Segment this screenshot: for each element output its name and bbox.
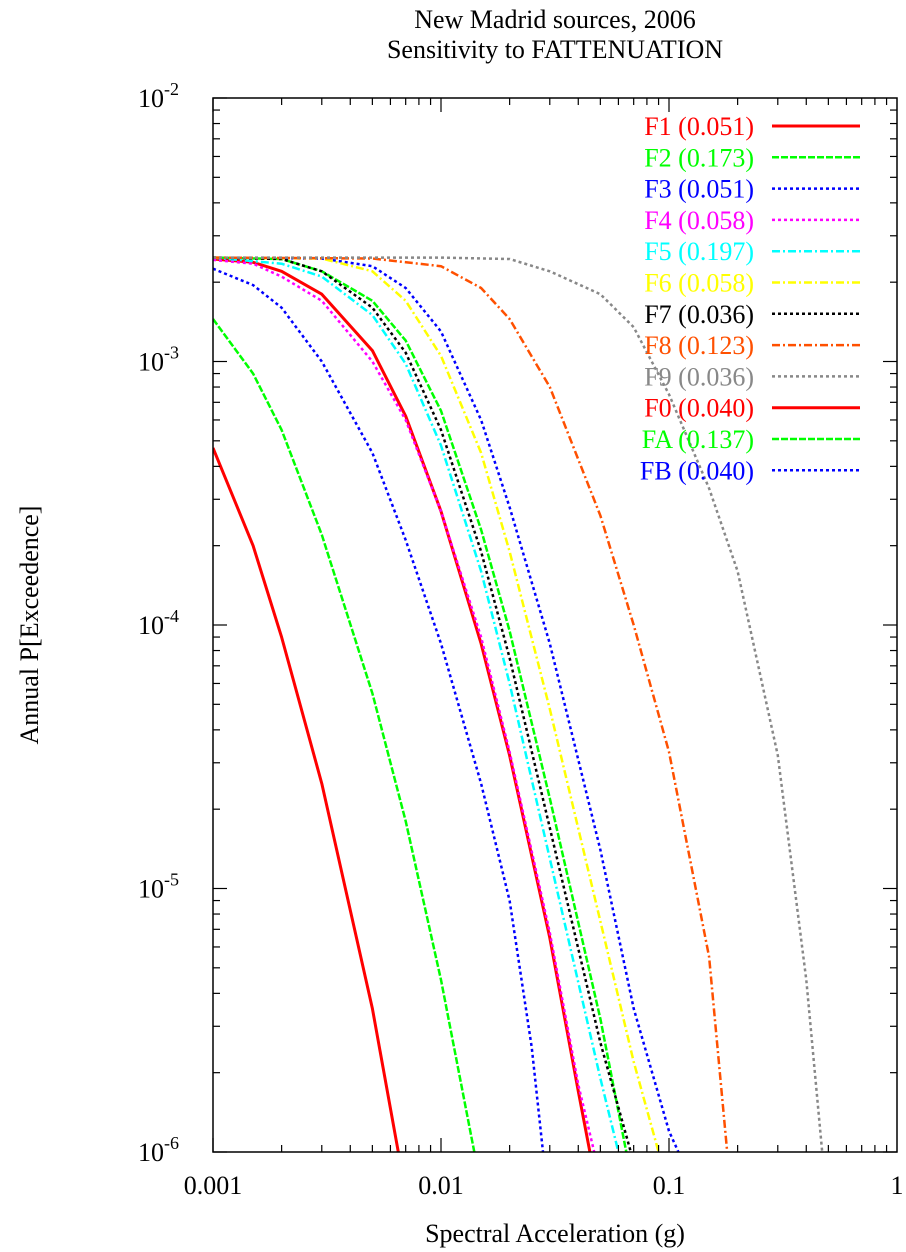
- series-line-10: [213, 447, 400, 1152]
- legend-label: F2 (0.173): [644, 143, 754, 172]
- x-tick-label: 0.01: [418, 1171, 464, 1200]
- legend-label: F1 (0.051): [644, 112, 754, 141]
- y-tick-exponent: -3: [164, 343, 179, 363]
- legend-label: F7 (0.036): [644, 300, 754, 329]
- y-tick-label: 10-2: [138, 79, 179, 113]
- y-tick-label: 10-6: [138, 1133, 179, 1167]
- y-tick-base: 10: [138, 875, 164, 904]
- y-axis-label: Annual P[Exceedence]: [15, 506, 44, 745]
- legend-label: F4 (0.058): [644, 206, 754, 235]
- legend-label: F0 (0.040): [644, 394, 754, 423]
- chart-subtitle: Sensitivity to FATTENUATION: [387, 35, 723, 64]
- series-line-12: [213, 267, 545, 1152]
- y-tick-base: 10: [138, 348, 164, 377]
- legend-label: F6 (0.058): [644, 269, 754, 298]
- legend-label: F9 (0.036): [644, 362, 754, 391]
- y-tick-exponent: -2: [164, 79, 179, 99]
- y-tick-label: 10-3: [138, 343, 179, 377]
- y-tick-label: 10-4: [138, 606, 179, 640]
- legend-label: F3 (0.051): [644, 175, 754, 204]
- y-tick-exponent: -4: [164, 606, 179, 626]
- x-tick-label: 0.001: [184, 1171, 243, 1200]
- legend-label: F8 (0.123): [644, 331, 754, 360]
- series-line-7: [213, 256, 633, 1152]
- x-tick-label: 0.1: [653, 1171, 686, 1200]
- plot-frame: [212, 97, 898, 1153]
- legend: F1 (0.051)F2 (0.173) F3 (0.051)F4 (0.058)…: [640, 112, 860, 485]
- legend-label: FA (0.137): [642, 425, 754, 454]
- ticks-layer: 0.001 0.01 0.1 110-210-310-410-510-6: [138, 79, 904, 1200]
- y-tick-base: 10: [138, 84, 164, 113]
- x-axis-label: Spectral Acceleration (g): [425, 1219, 685, 1248]
- y-tick-exponent: -5: [164, 870, 179, 890]
- series-line-1: [213, 257, 592, 1152]
- series-line-6: [213, 256, 660, 1152]
- legend-label: F5 (0.197): [644, 237, 754, 266]
- legend-label: FB (0.040): [640, 456, 754, 485]
- series-line-9: [213, 256, 824, 1152]
- y-tick-base: 10: [138, 1138, 164, 1167]
- series-line-3: [213, 256, 680, 1152]
- y-tick-label: 10-5: [138, 870, 179, 904]
- series-line-8: [213, 256, 729, 1152]
- y-tick-base: 10: [138, 611, 164, 640]
- series-layer: [213, 256, 824, 1152]
- y-tick-exponent: -6: [164, 1133, 179, 1153]
- series-line-4: [213, 258, 596, 1152]
- series-line-5: [213, 256, 620, 1152]
- series-line-11: [213, 318, 476, 1152]
- chart-title: New Madrid sources, 2006: [414, 5, 696, 34]
- x-tick-label: 1: [891, 1171, 904, 1200]
